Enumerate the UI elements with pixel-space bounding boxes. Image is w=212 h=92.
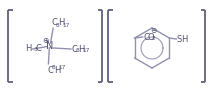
- Text: C: C: [143, 32, 149, 41]
- Text: O: O: [148, 32, 154, 41]
- Text: S: S: [177, 34, 182, 44]
- Text: 3: 3: [34, 47, 38, 52]
- Text: 17: 17: [59, 65, 66, 70]
- Text: C: C: [71, 45, 77, 54]
- Text: C: C: [47, 66, 53, 75]
- Text: H: H: [181, 34, 188, 44]
- Text: H: H: [54, 66, 61, 75]
- Text: 2: 2: [152, 36, 155, 41]
- Text: 8: 8: [76, 48, 80, 53]
- Text: ⊖: ⊖: [150, 26, 156, 35]
- Text: ⊕: ⊕: [42, 36, 49, 45]
- Text: N: N: [46, 41, 54, 51]
- Text: H: H: [25, 44, 31, 53]
- Text: C: C: [51, 18, 57, 27]
- Text: H: H: [58, 18, 64, 27]
- Text: 8: 8: [56, 23, 59, 28]
- Text: C: C: [36, 44, 42, 53]
- Text: H: H: [78, 45, 85, 54]
- Text: 17: 17: [62, 23, 70, 28]
- Text: 8: 8: [52, 65, 56, 70]
- Text: 17: 17: [82, 48, 90, 53]
